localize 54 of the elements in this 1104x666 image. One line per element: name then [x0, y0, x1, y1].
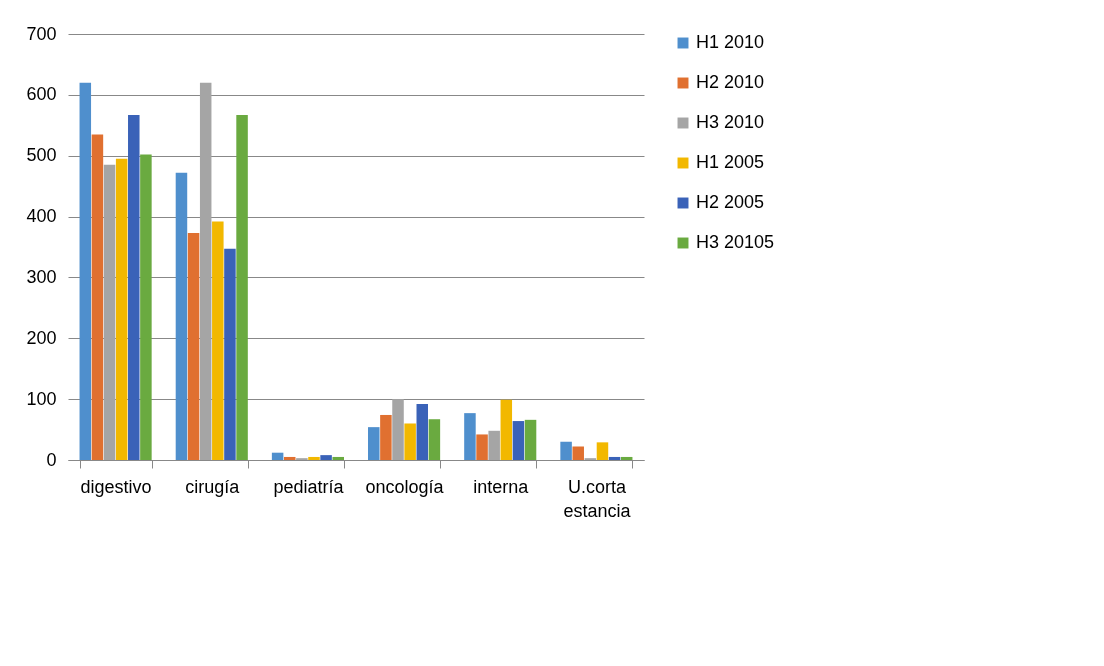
bar: [79, 82, 92, 460]
legend-label: H3 2010: [696, 112, 765, 132]
x-tick-label: oncología: [365, 476, 445, 497]
bar: [368, 427, 380, 460]
x-tick-label: interna: [473, 476, 530, 497]
bar: [308, 456, 320, 460]
bar: [392, 399, 404, 460]
bar: [115, 158, 128, 460]
bar: [572, 446, 584, 460]
x-tick-label: pediatría: [273, 476, 345, 497]
legend-label: H2 2010: [696, 72, 765, 92]
bar: [620, 456, 633, 460]
y-tick-label: 300: [26, 266, 57, 287]
y-tick-label: 100: [26, 388, 57, 409]
legend-label: H3 20105: [696, 232, 775, 252]
bar: [320, 455, 332, 460]
bar: [236, 114, 248, 460]
bar: [283, 456, 296, 460]
bar: [428, 419, 441, 460]
bar: [271, 452, 284, 460]
bar: [91, 134, 104, 460]
bar: [128, 114, 140, 460]
bar: [332, 456, 344, 460]
bar: [187, 233, 200, 460]
legend-label: H1 2010: [696, 32, 765, 52]
legend-label: H2 2005: [696, 192, 765, 212]
bar: [512, 421, 525, 460]
x-tick-label: U.corta estancia: [563, 476, 632, 521]
y-tick-label: 0: [46, 449, 57, 470]
y-tick-label: 500: [26, 145, 57, 166]
bar: [596, 442, 609, 460]
y-tick-label: 400: [26, 206, 57, 227]
bar: [416, 404, 429, 460]
bar: [500, 399, 513, 460]
y-tick-label: 600: [26, 84, 57, 105]
x-tick-label: digestivo: [80, 476, 152, 497]
bar: [560, 441, 572, 460]
bar: [608, 456, 621, 460]
bar: [464, 413, 476, 460]
y-tick-label: 200: [26, 327, 57, 348]
y-tick-label: 700: [26, 23, 57, 44]
bar: [140, 154, 152, 460]
bar: [380, 414, 392, 460]
bar: [175, 172, 188, 460]
bar: [199, 82, 212, 460]
bar: [212, 221, 224, 460]
bar: [488, 430, 500, 460]
bar: [404, 423, 416, 460]
bar: [224, 248, 236, 460]
bar: [524, 419, 537, 460]
legend-label: H1 2005: [696, 152, 765, 172]
bar: [103, 164, 116, 460]
bar: [476, 434, 488, 460]
x-tick-label: cirugía: [185, 476, 241, 497]
